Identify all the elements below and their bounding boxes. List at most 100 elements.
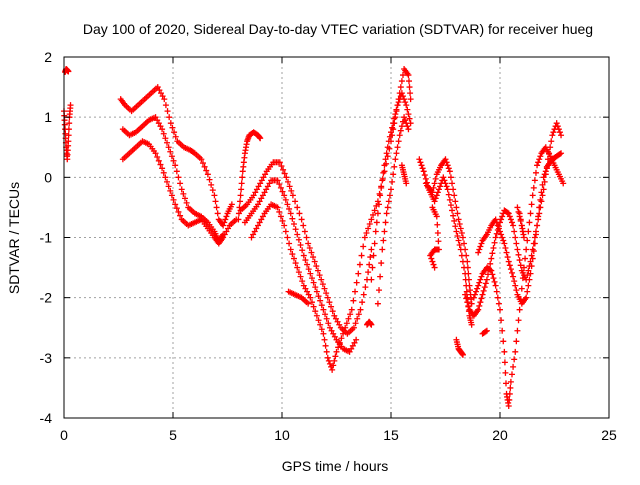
data-point xyxy=(382,219,389,226)
data-point xyxy=(380,237,387,244)
data-layer xyxy=(61,66,567,409)
data-point xyxy=(540,186,547,193)
data-point xyxy=(478,295,485,302)
data-point xyxy=(536,210,543,217)
x-tick-label: 15 xyxy=(383,427,399,443)
data-point xyxy=(228,201,235,208)
data-point xyxy=(476,302,483,309)
data-point xyxy=(459,258,466,265)
y-tick-label: -2 xyxy=(40,290,53,306)
series-arc-b xyxy=(61,102,74,163)
data-point xyxy=(421,172,428,179)
data-point xyxy=(512,234,519,241)
data-point xyxy=(157,123,164,130)
data-point xyxy=(175,174,182,181)
data-point xyxy=(168,192,175,199)
data-point xyxy=(223,213,230,220)
data-point xyxy=(318,276,325,283)
data-point xyxy=(221,231,228,238)
data-point xyxy=(506,262,513,269)
data-point xyxy=(65,138,72,145)
data-point xyxy=(310,303,317,310)
data-point xyxy=(498,231,505,238)
data-point xyxy=(450,212,457,219)
data-point xyxy=(431,180,438,187)
data-point xyxy=(482,328,489,335)
data-point xyxy=(220,234,227,241)
data-point xyxy=(331,312,338,319)
data-point xyxy=(368,276,375,283)
data-point xyxy=(302,257,309,264)
data-point xyxy=(543,165,550,172)
series-arc-w xyxy=(514,204,527,241)
data-point xyxy=(301,228,308,235)
data-point xyxy=(329,308,336,315)
data-point xyxy=(161,96,168,103)
series-arc-h xyxy=(241,177,360,355)
data-point xyxy=(308,275,315,282)
data-point xyxy=(456,242,463,249)
data-point xyxy=(492,282,499,289)
data-point xyxy=(556,129,563,136)
data-point xyxy=(507,384,514,391)
data-point xyxy=(403,180,410,187)
data-point xyxy=(483,276,490,283)
data-point xyxy=(255,222,262,229)
data-point xyxy=(446,168,453,175)
data-point xyxy=(431,198,438,205)
data-point xyxy=(172,162,179,169)
data-point xyxy=(535,213,542,220)
data-point xyxy=(492,234,499,241)
data-point xyxy=(308,299,315,306)
data-point xyxy=(493,288,500,295)
data-point xyxy=(213,204,220,211)
data-point xyxy=(297,273,304,280)
data-point xyxy=(345,315,352,322)
data-point xyxy=(352,320,359,327)
data-point xyxy=(510,273,517,280)
data-point xyxy=(330,330,337,337)
data-point xyxy=(318,302,325,309)
data-point xyxy=(384,144,391,151)
data-point xyxy=(435,238,442,245)
data-point xyxy=(225,225,232,232)
data-point xyxy=(517,262,524,269)
data-point xyxy=(471,291,478,298)
data-point xyxy=(152,114,159,121)
data-point xyxy=(463,288,470,295)
data-point xyxy=(368,321,375,328)
data-point xyxy=(221,219,228,226)
data-point xyxy=(427,252,434,259)
data-point xyxy=(520,234,527,241)
data-point xyxy=(274,204,281,211)
chart-title: Day 100 of 2020, Sidereal Day-to-day VTE… xyxy=(83,21,593,37)
data-point xyxy=(500,338,507,345)
data-point xyxy=(395,99,402,106)
data-point xyxy=(558,132,565,139)
data-point xyxy=(312,308,319,315)
data-point xyxy=(299,278,306,285)
data-point xyxy=(378,260,385,267)
data-point xyxy=(493,219,500,226)
data-point xyxy=(154,154,161,161)
data-point xyxy=(482,280,489,287)
data-point xyxy=(299,247,306,254)
data-point xyxy=(157,161,164,168)
data-point xyxy=(501,348,508,355)
data-point xyxy=(363,229,370,236)
data-point xyxy=(434,189,441,196)
data-point xyxy=(178,186,185,193)
data-point xyxy=(164,178,171,185)
data-point xyxy=(504,209,511,216)
data-point xyxy=(528,263,535,270)
data-point xyxy=(505,258,512,265)
data-point xyxy=(353,279,360,286)
data-point xyxy=(292,198,299,205)
data-point xyxy=(548,138,555,145)
data-point xyxy=(526,219,533,226)
data-point xyxy=(319,281,326,288)
data-point xyxy=(331,357,338,364)
data-point xyxy=(537,196,544,203)
data-point xyxy=(524,288,531,295)
